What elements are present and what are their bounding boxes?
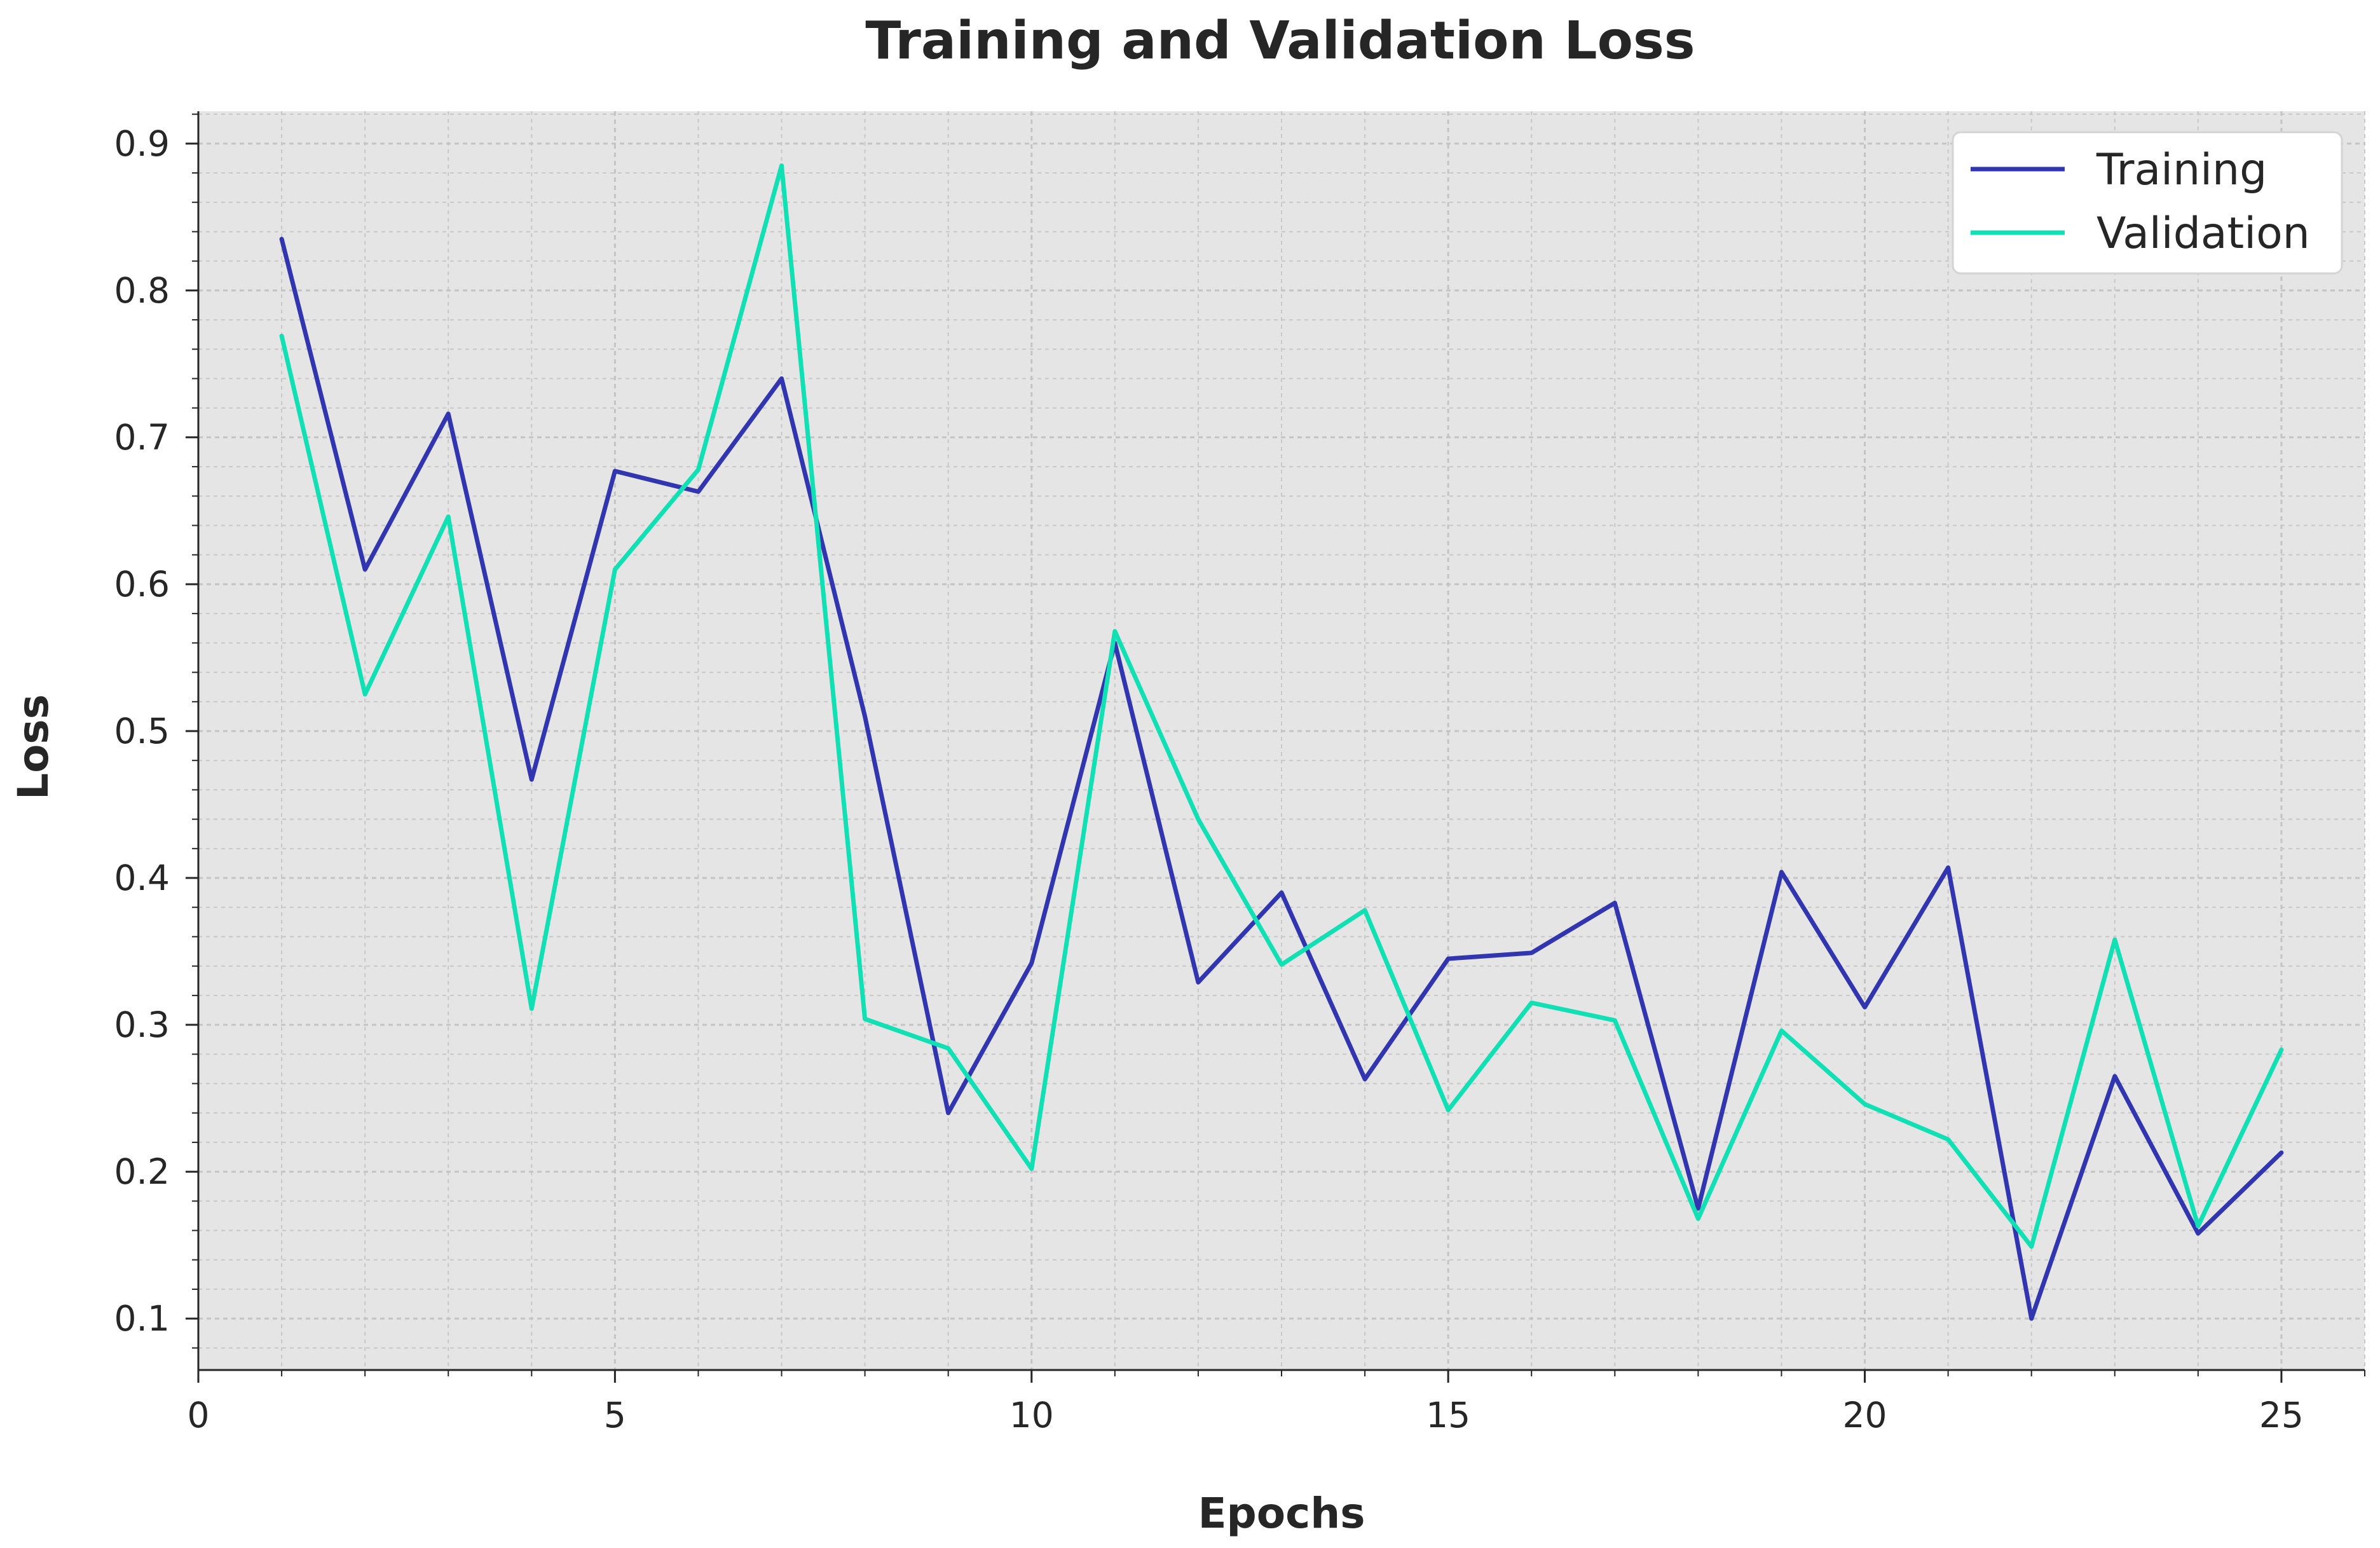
x-tick-label: 5 (604, 1395, 626, 1435)
x-tick-label: 20 (1843, 1395, 1887, 1435)
x-tick-label: 15 (1426, 1395, 1470, 1435)
series-line-validation (279, 163, 2284, 1249)
y-axis-label: Loss (9, 694, 58, 800)
y-tick-label: 0.5 (114, 711, 170, 751)
series-lines (279, 163, 2284, 1321)
legend: Training Validation (1952, 131, 2343, 275)
x-tick-label: 0 (188, 1395, 210, 1435)
y-tick-label: 0.4 (114, 858, 170, 898)
plot-area (197, 111, 2365, 1370)
grid (197, 111, 2365, 1370)
chart-title: Training and Validation Loss (865, 11, 1695, 71)
y-tick-label: 0.3 (114, 1004, 170, 1045)
y-tick-label: 0.6 (114, 564, 170, 605)
y-tick-label: 0.2 (114, 1151, 170, 1192)
y-tick-label: 0.1 (114, 1298, 170, 1339)
y-tick-label: 0.8 (114, 270, 170, 311)
series-line-training (279, 236, 2284, 1321)
x-axis-label: Epochs (1198, 1489, 1365, 1538)
x-tick-label: 10 (1009, 1395, 1054, 1435)
legend-label-training: Training (2096, 145, 2267, 195)
ticks: 0.1 0.2 0.3 0.4 0.5 0.6 0.7 0.8 0.9 0 5 10 15 20 25 (114, 113, 2365, 1435)
y-tick-label: 0.9 (114, 123, 170, 164)
x-tick-label: 25 (2259, 1395, 2304, 1435)
legend-label-validation: Validation (2096, 209, 2310, 259)
y-tick-label: 0.7 (114, 417, 170, 458)
